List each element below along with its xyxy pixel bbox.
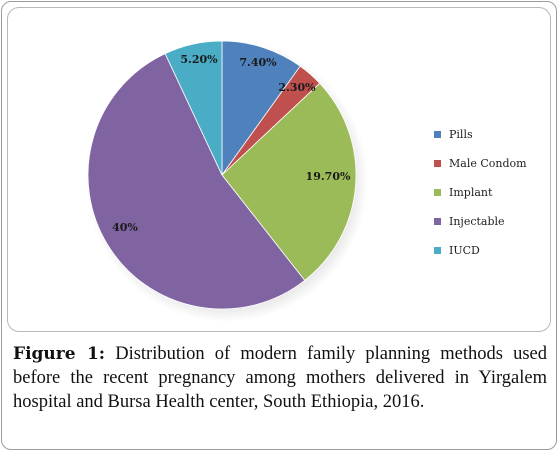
legend-swatch — [434, 247, 441, 254]
legend-item-pills: Pills — [434, 120, 544, 149]
legend-item-injectable: Injectable — [434, 207, 544, 236]
legend-item-implant: Implant — [434, 178, 544, 207]
pie-slice-iucd — [164, 40, 223, 176]
legend-swatch — [434, 218, 441, 225]
legend-swatch — [434, 189, 441, 196]
pie-slice-pills — [221, 40, 301, 177]
data-label-male-condom: 2.30% — [278, 81, 316, 94]
data-label-implant: 19.70% — [306, 170, 351, 183]
caption-text: Distribution of modern family planning m… — [13, 344, 547, 412]
data-label-pills: 7.40% — [239, 56, 277, 69]
legend-label: Implant — [449, 186, 493, 199]
legend-label: Injectable — [449, 215, 505, 228]
legend-swatch — [434, 160, 441, 167]
data-label-iucd: 5.20% — [180, 53, 218, 66]
pie-slice-implant — [221, 82, 357, 281]
legend-swatch — [434, 131, 441, 138]
legend-item-male-condom: Male Condom — [434, 149, 544, 178]
legend-label: IUCD — [449, 244, 480, 257]
legend-label: Pills — [449, 128, 473, 141]
legend-label: Male Condom — [449, 157, 527, 170]
data-label-injectable: 40% — [112, 221, 138, 234]
caption-label: Figure 1: — [13, 344, 106, 364]
pie-chart: 7.40%2.30% 19.70% 40% 5.20% — [86, 40, 368, 322]
pie-slice-injectable — [87, 53, 306, 310]
figure-caption: Figure 1: Distribution of modern family … — [13, 342, 547, 414]
legend-item-iucd: IUCD — [434, 236, 544, 265]
chart-legend: Pills Male Condom Implant Injectable IUCD — [434, 120, 544, 265]
